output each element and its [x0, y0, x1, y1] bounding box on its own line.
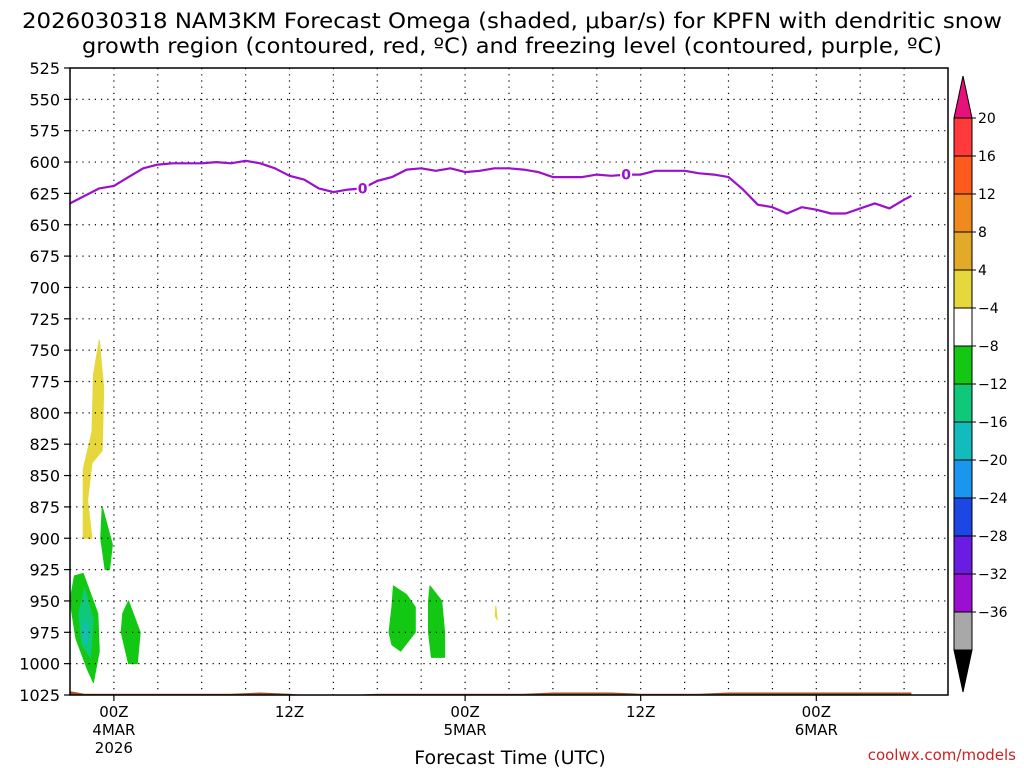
- y-tick-label-725: 725: [29, 310, 60, 329]
- y-tick-label-800: 800: [29, 404, 60, 423]
- y-tick-label-575: 575: [29, 122, 60, 141]
- terrain-fill: [70, 691, 912, 695]
- y-tick-label-550: 550: [29, 90, 60, 109]
- colorbar-label-10: −24: [978, 491, 1008, 507]
- x-tick-label-42-0: 12Z: [626, 703, 655, 721]
- colorbar-label-11: −28: [978, 529, 1008, 545]
- colorbar-top-triangle: [953, 75, 973, 119]
- colorbar-swatch-13: [953, 611, 973, 651]
- x-tick-label-30-0: 00Z: [450, 703, 479, 721]
- freezing-level-line: [70, 159, 912, 215]
- y-tick-label-525: 525: [29, 59, 60, 78]
- colorbar-label-3: 8: [978, 225, 987, 241]
- colorbar-swatch-5: [953, 307, 973, 347]
- y-tick-label-900: 900: [29, 529, 60, 548]
- colorbar-swatch-10: [953, 497, 973, 537]
- colorbar-label-13: −36: [978, 605, 1008, 621]
- x-axis-label: Forecast Time (UTC): [414, 747, 605, 768]
- colorbar-swatch-12: [953, 573, 973, 613]
- x-tick-label-6-2: 2026: [95, 739, 133, 757]
- credit-text: coolwx.com/models: [868, 746, 1016, 764]
- omega-region-3: [82, 619, 89, 646]
- y-tick-label-750: 750: [29, 341, 60, 360]
- colorbar-swatch-1: [953, 155, 973, 195]
- x-tick-label-54-0: 00Z: [802, 703, 831, 721]
- y-tick-label-925: 925: [29, 561, 60, 580]
- omega-region-5: [120, 600, 141, 665]
- x-tick-label-6-1: 4MAR: [92, 721, 135, 739]
- grid-layer: [70, 68, 948, 695]
- colorbar-label-8: −16: [978, 415, 1008, 431]
- colorbar-label-1: 16: [978, 149, 996, 165]
- freezing-level-label-0: 0: [358, 181, 368, 197]
- y-tick-label-875: 875: [29, 498, 60, 517]
- y-tick-label-650: 650: [29, 216, 60, 235]
- y-tick-label-975: 975: [29, 623, 60, 642]
- y-tick-label-1025: 1025: [19, 686, 60, 705]
- y-tick-label-1000: 1000: [19, 655, 60, 674]
- colorbar-swatch-3: [953, 231, 973, 271]
- y-axis: 525 550 575 600 625 650 675 700 725 750 775 800 825 8…: [19, 59, 70, 705]
- colorbar-swatch-4: [953, 269, 973, 309]
- freezing-label-bg-1: [620, 166, 633, 183]
- colorbar-label-4: 4: [978, 263, 987, 279]
- y-tick-label-950: 950: [29, 592, 60, 611]
- colorbar-label-9: −20: [978, 453, 1008, 469]
- x-tick-label-6-0: 00Z: [99, 703, 128, 721]
- freezing-level-label-1: 0: [621, 168, 631, 184]
- terrain-layer: [70, 691, 912, 695]
- omega-region-0: [82, 339, 105, 539]
- colorbar-swatch-7: [953, 383, 973, 423]
- y-tick-label-700: 700: [29, 278, 60, 297]
- y-tick-label-775: 775: [29, 373, 60, 392]
- freezing-label-bg-0: [356, 180, 369, 197]
- colorbar-label-0: 20: [978, 111, 996, 127]
- colorbar-label-7: −12: [978, 377, 1008, 393]
- omega-region-6: [388, 585, 416, 652]
- colorbar-swatch-11: [953, 535, 973, 575]
- colorbar-swatch-8: [953, 421, 973, 461]
- y-tick-label-825: 825: [29, 435, 60, 454]
- y-tick-label-675: 675: [29, 247, 60, 266]
- x-tick-label-18-0: 12Z: [275, 703, 304, 721]
- omega-region-7: [428, 585, 446, 658]
- colorbar-swatch-6: [953, 345, 973, 385]
- colorbar-label-6: −8: [978, 339, 999, 355]
- colorbar-label-12: −32: [978, 567, 1008, 583]
- omega-shading-layer: [70, 339, 498, 683]
- y-tick-label-625: 625: [29, 184, 60, 203]
- chart-title-line-1: 2026030318 NAM3KM Forecast Omega (shaded…: [22, 9, 1002, 33]
- x-tick-label-30-1: 5MAR: [444, 721, 487, 739]
- colorbar-swatch-0: [953, 117, 973, 157]
- colorbar-swatch-2: [953, 193, 973, 233]
- omega-region-4: [100, 506, 113, 571]
- omega-region-8: [494, 605, 498, 621]
- colorbar-bottom-triangle: [953, 649, 973, 693]
- chart-title-line-2: growth region (contoured, red, ºC) and f…: [82, 34, 942, 58]
- colorbar-label-2: 12: [978, 187, 996, 203]
- y-tick-label-850: 850: [29, 467, 60, 486]
- freezing-level-layer: 00: [70, 159, 912, 215]
- y-tick-label-600: 600: [29, 153, 60, 172]
- colorbar: 20 16 12 8 4 −4 −8 −12 −16 −20 −24 −28 −32 −36: [953, 75, 1008, 693]
- colorbar-swatch-9: [953, 459, 973, 499]
- colorbar-label-5: −4: [978, 301, 999, 317]
- x-tick-label-54-1: 6MAR: [795, 721, 838, 739]
